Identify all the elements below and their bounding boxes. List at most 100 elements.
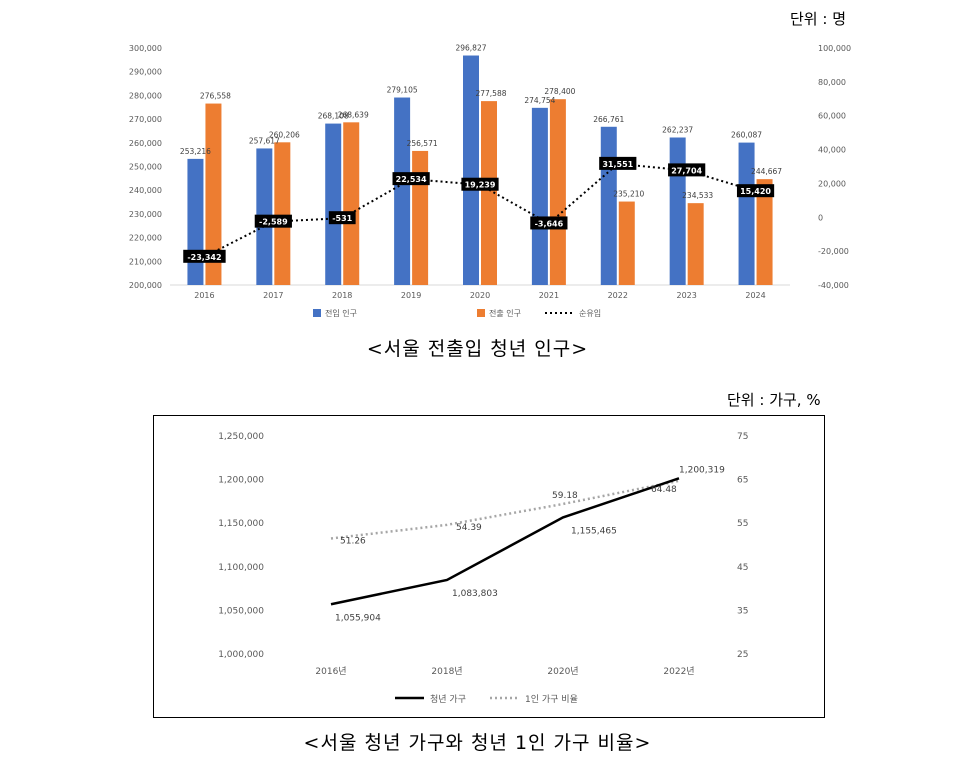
y-tick-label: 280,000 — [129, 91, 162, 100]
y-tick-label: 210,000 — [129, 257, 162, 266]
households-caption: <서울 청년 가구와 청년 1인 가구 비율> — [303, 732, 652, 754]
households-label: 1,200,319 — [679, 465, 725, 475]
net-label: 19,239 — [465, 181, 496, 190]
y-tick-label: 300,000 — [129, 44, 162, 53]
bar-in-label: 260,087 — [731, 131, 762, 140]
x-tick-label: 2016년 — [315, 666, 346, 677]
households-label: 1,155,465 — [571, 526, 617, 536]
migration-unit-label: 단위 : 명 — [790, 10, 846, 28]
bar-in-label: 257,617 — [249, 136, 280, 145]
y2-tick-label: 20,000 — [818, 179, 846, 188]
x-tick-label: 2018 — [332, 291, 352, 300]
bar-out — [756, 179, 773, 285]
y2-tick-label: -40,000 — [818, 281, 849, 290]
x-tick-label: 2023 — [676, 291, 696, 300]
bar-out-label: 277,588 — [475, 89, 506, 98]
x-tick-label: 2018년 — [431, 666, 462, 677]
net-label: 22,534 — [396, 175, 427, 184]
y2-tick-label: -20,000 — [818, 247, 849, 256]
households-unit-label: 단위 : 가구, % — [727, 391, 821, 409]
y-tick-label: 1,250,000 — [218, 432, 264, 442]
net-label: 31,551 — [602, 160, 633, 169]
bar-in-label: 268,108 — [318, 112, 349, 121]
ratio-label: 59.18 — [552, 491, 578, 501]
legend-households-label: 청년 가구 — [430, 694, 466, 705]
net-label-box — [599, 156, 637, 170]
bar-out — [205, 103, 222, 285]
net-label-box — [530, 216, 568, 230]
y2-tick-label: 45 — [737, 563, 748, 573]
legend-net-label: 순유입 — [579, 309, 601, 318]
y2-tick-label: 80,000 — [818, 78, 846, 87]
bar-out-label: 268,639 — [338, 110, 369, 119]
x-tick-label: 2020년 — [547, 666, 578, 677]
net-line — [203, 162, 756, 258]
net-label: -2,589 — [259, 218, 288, 227]
households-label: 1,083,803 — [452, 589, 498, 599]
bar-out — [687, 203, 704, 285]
x-tick-label: 2022 — [608, 291, 628, 300]
households-line — [330, 477, 680, 606]
bar-out-label: 260,206 — [269, 130, 300, 139]
bar-out-label: 244,667 — [751, 167, 782, 176]
y-tick-label: 240,000 — [129, 186, 162, 195]
y2-tick-label: 75 — [737, 432, 748, 442]
net-label: -23,342 — [187, 253, 221, 262]
net-label-box — [461, 177, 499, 191]
legend-in-swatch — [313, 309, 321, 317]
bar-out — [481, 101, 497, 285]
bar-out — [343, 122, 360, 286]
bar-in — [738, 142, 755, 285]
bar-out-label: 278,400 — [544, 87, 575, 96]
ratio-line — [330, 479, 680, 540]
y2-tick-label: 35 — [737, 606, 748, 616]
bar-out-label: 235,210 — [613, 190, 644, 199]
y-tick-label: 260,000 — [129, 139, 162, 148]
y-tick-label: 230,000 — [129, 210, 162, 219]
ratio-label: 54.39 — [456, 523, 482, 533]
y2-tick-label: 60,000 — [818, 112, 846, 121]
y2-tick-label: 0 — [818, 213, 823, 222]
bar-in-label: 266,761 — [593, 115, 624, 124]
net-label-box — [392, 172, 430, 186]
bar-out — [274, 142, 291, 285]
y2-tick-label: 65 — [737, 476, 748, 486]
legend-out-swatch — [477, 309, 485, 317]
bar-in-label: 279,105 — [387, 86, 418, 95]
net-label: 27,704 — [671, 166, 702, 175]
net-label: -3,646 — [535, 219, 564, 228]
bar-in-label: 253,216 — [180, 147, 211, 156]
bar-in-label: 262,237 — [662, 125, 693, 134]
y2-tick-label: 100,000 — [818, 44, 851, 53]
bar-out — [549, 99, 566, 285]
net-label: -531 — [332, 214, 352, 223]
net-label-box — [328, 211, 356, 225]
x-tick-label: 2019 — [401, 291, 421, 300]
y2-tick-label: 25 — [737, 650, 748, 660]
bar-in-label: 274,754 — [524, 96, 555, 105]
ratio-label: 51.26 — [340, 537, 366, 547]
y2-tick-label: 40,000 — [818, 146, 846, 155]
y-tick-label: 1,200,000 — [218, 476, 264, 486]
migration-chart: 200,000 210,000 220,000 230,000 240,000 250,0… — [129, 44, 851, 318]
bar-in — [463, 55, 479, 285]
y-tick-label: 220,000 — [129, 234, 162, 243]
bar-out-label: 234,533 — [682, 191, 713, 200]
y-tick-label: 200,000 — [129, 281, 162, 290]
bar-out-label: 276,558 — [200, 92, 231, 101]
bar-out — [618, 201, 635, 285]
x-tick-label: 2020 — [470, 291, 490, 300]
y-tick-label: 250,000 — [129, 163, 162, 172]
y-tick-label: 270,000 — [129, 115, 162, 124]
x-tick-label: 2016 — [194, 291, 214, 300]
x-tick-label: 2021 — [539, 291, 559, 300]
y2-tick-label: 55 — [737, 519, 748, 529]
y-tick-label: 1,000,000 — [218, 650, 264, 660]
net-label: 15,420 — [740, 187, 771, 196]
bar-in — [325, 123, 342, 285]
y-tick-label: 1,100,000 — [218, 563, 264, 573]
net-label-box — [183, 249, 226, 263]
ratio-label: 64.48 — [651, 485, 677, 495]
net-label-box — [254, 214, 292, 228]
